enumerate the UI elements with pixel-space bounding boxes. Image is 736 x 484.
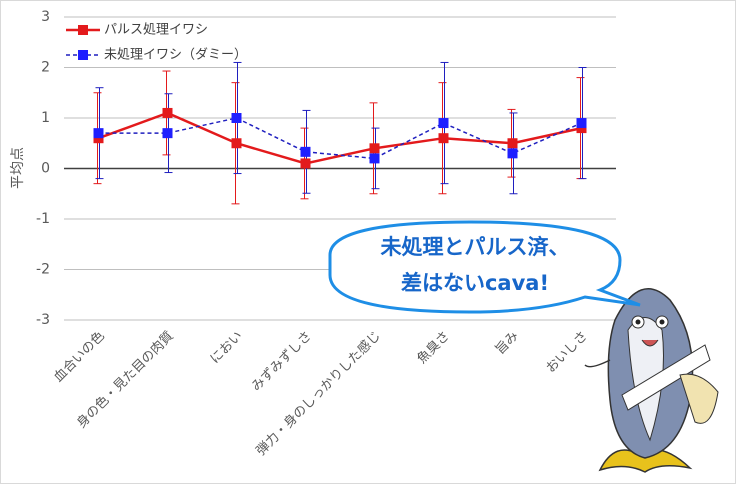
point [162, 128, 173, 139]
legend-label: 未処理イワシ（ダミー） [104, 48, 247, 63]
point [93, 133, 104, 144]
series-line [98, 117, 582, 160]
point [93, 128, 104, 139]
point [369, 143, 380, 154]
y-tick-label: 3 [41, 9, 50, 25]
point [576, 118, 587, 129]
mascot [584, 288, 719, 473]
y-axis-label: 平均点 [10, 147, 26, 189]
legend-marker [78, 50, 88, 60]
annotation: 差はないcava! [401, 271, 549, 295]
point [369, 153, 380, 164]
point [231, 138, 242, 149]
point [300, 158, 311, 169]
point [576, 123, 587, 134]
point [507, 148, 518, 159]
point [300, 146, 311, 157]
point [438, 118, 449, 129]
y-tick-label: 0 [41, 161, 50, 177]
point [231, 113, 242, 123]
legend-label: パルス処理イワシ [104, 23, 208, 38]
legend-marker [78, 25, 88, 35]
y-tick-label: -2 [36, 262, 50, 278]
annotation: 未処理とパルス済、 [381, 235, 570, 259]
y-tick-label: -1 [36, 211, 50, 227]
y-tick-label: -3 [36, 312, 50, 328]
point [438, 133, 449, 144]
point [507, 138, 518, 149]
point [162, 107, 173, 118]
y-tick-label: 2 [41, 60, 50, 76]
y-tick-label: 1 [41, 110, 50, 126]
speech-bubble: 未処理とパルス済、 差はないcava! [328, 220, 641, 314]
legend: パルス処理イワシ 未処理イワシ（ダミー） [66, 23, 247, 63]
series-line [98, 111, 582, 165]
